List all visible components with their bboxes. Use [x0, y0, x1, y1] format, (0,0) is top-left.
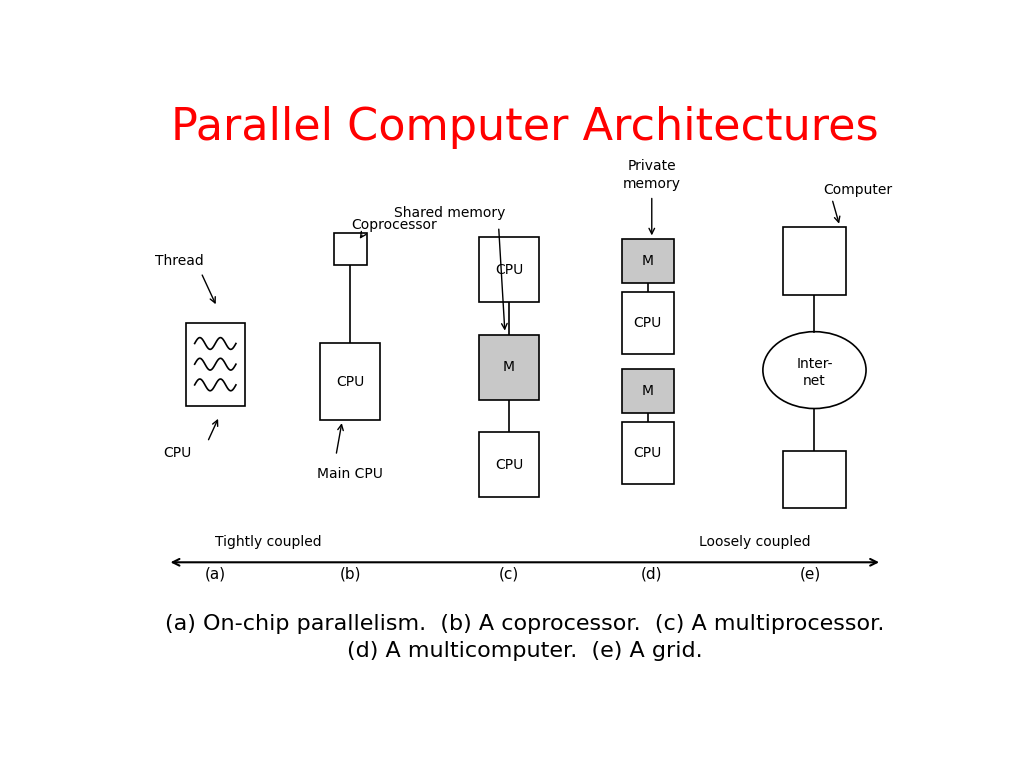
- Bar: [622, 422, 674, 484]
- Text: Computer: Computer: [823, 183, 893, 197]
- Bar: [334, 233, 367, 265]
- Text: CPU: CPU: [495, 458, 523, 472]
- Text: Parallel Computer Architectures: Parallel Computer Architectures: [171, 106, 879, 149]
- Text: CPU: CPU: [495, 263, 523, 276]
- Text: Thread: Thread: [156, 253, 204, 268]
- Text: (d) A multicomputer.  (e) A grid.: (d) A multicomputer. (e) A grid.: [347, 641, 702, 661]
- Text: Inter-: Inter-: [797, 357, 833, 371]
- Text: (c): (c): [499, 567, 519, 581]
- Text: (d): (d): [641, 567, 663, 581]
- Text: Shared memory: Shared memory: [393, 207, 505, 220]
- Bar: [622, 292, 674, 354]
- Text: M: M: [503, 360, 515, 374]
- Text: Private: Private: [628, 159, 676, 173]
- Text: M: M: [642, 384, 653, 398]
- Text: net: net: [803, 374, 825, 388]
- Text: (a) On-chip parallelism.  (b) A coprocessor.  (c) A multiprocessor.: (a) On-chip parallelism. (b) A coprocess…: [165, 614, 885, 634]
- Bar: [782, 227, 846, 295]
- Text: Tightly coupled: Tightly coupled: [215, 535, 322, 548]
- Bar: [479, 237, 539, 302]
- Bar: [479, 432, 539, 497]
- Text: Loosely coupled: Loosely coupled: [698, 535, 811, 548]
- Text: CPU: CPU: [336, 375, 365, 389]
- Bar: [622, 239, 674, 283]
- Text: Main CPU: Main CPU: [317, 467, 383, 481]
- Bar: [622, 369, 674, 413]
- Bar: [185, 323, 245, 406]
- Bar: [321, 343, 380, 420]
- Text: Coprocessor: Coprocessor: [351, 218, 436, 232]
- Text: CPU: CPU: [634, 316, 662, 329]
- Text: M: M: [642, 253, 653, 268]
- Text: CPU: CPU: [163, 446, 191, 460]
- Bar: [782, 452, 846, 508]
- Text: (e): (e): [800, 567, 821, 581]
- Text: CPU: CPU: [634, 446, 662, 460]
- Text: memory: memory: [623, 177, 681, 190]
- Bar: [479, 335, 539, 399]
- Text: (a): (a): [205, 567, 226, 581]
- Text: (b): (b): [340, 567, 360, 581]
